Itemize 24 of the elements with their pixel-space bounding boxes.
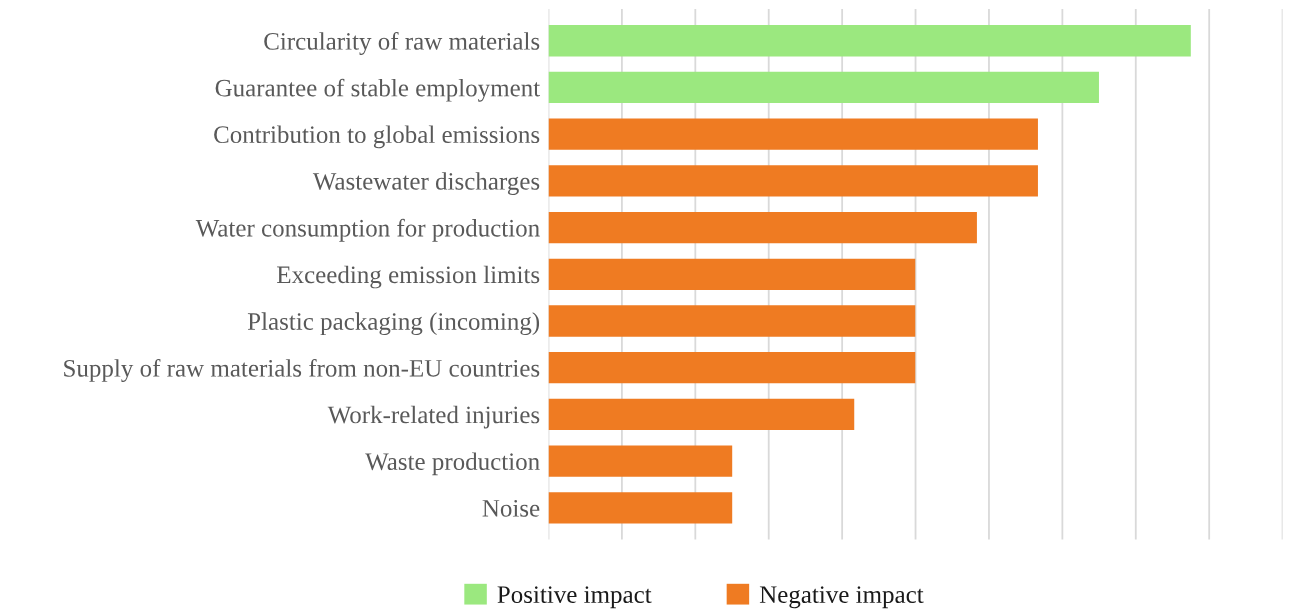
bar [548, 445, 733, 477]
y-tick-label: Waste production [365, 452, 540, 476]
bar [548, 492, 733, 524]
bar [548, 305, 916, 337]
y-tick-label: Wastewater discharges [312, 172, 540, 195]
y-tick-label: Exceeding emission limits [277, 265, 540, 289]
y-tick-label: Supply of raw materials from non-EU countries [64, 358, 540, 382]
legend-label: Negative impact [759, 586, 924, 609]
y-tick-label: Circularity of raw materials [264, 31, 540, 55]
y-tick-label: Guarantee of stable employment [215, 78, 541, 102]
bar [548, 71, 1099, 104]
bar [548, 118, 1038, 150]
y-tick-label: Water consumption for production [195, 218, 540, 242]
bar [548, 211, 977, 244]
bar [548, 25, 1191, 57]
y-tick-label: Plastic packaging (incoming) [247, 312, 540, 336]
y-tick-label: Contribution to global emissions [214, 125, 540, 149]
legend-label: Positive impact [497, 586, 652, 609]
y-tick-label: Noise [482, 499, 540, 517]
bar [548, 398, 855, 431]
bar [548, 352, 916, 384]
y-tick-label: Work-related injuries [327, 405, 540, 429]
bar [548, 258, 916, 290]
bar [548, 165, 1038, 197]
